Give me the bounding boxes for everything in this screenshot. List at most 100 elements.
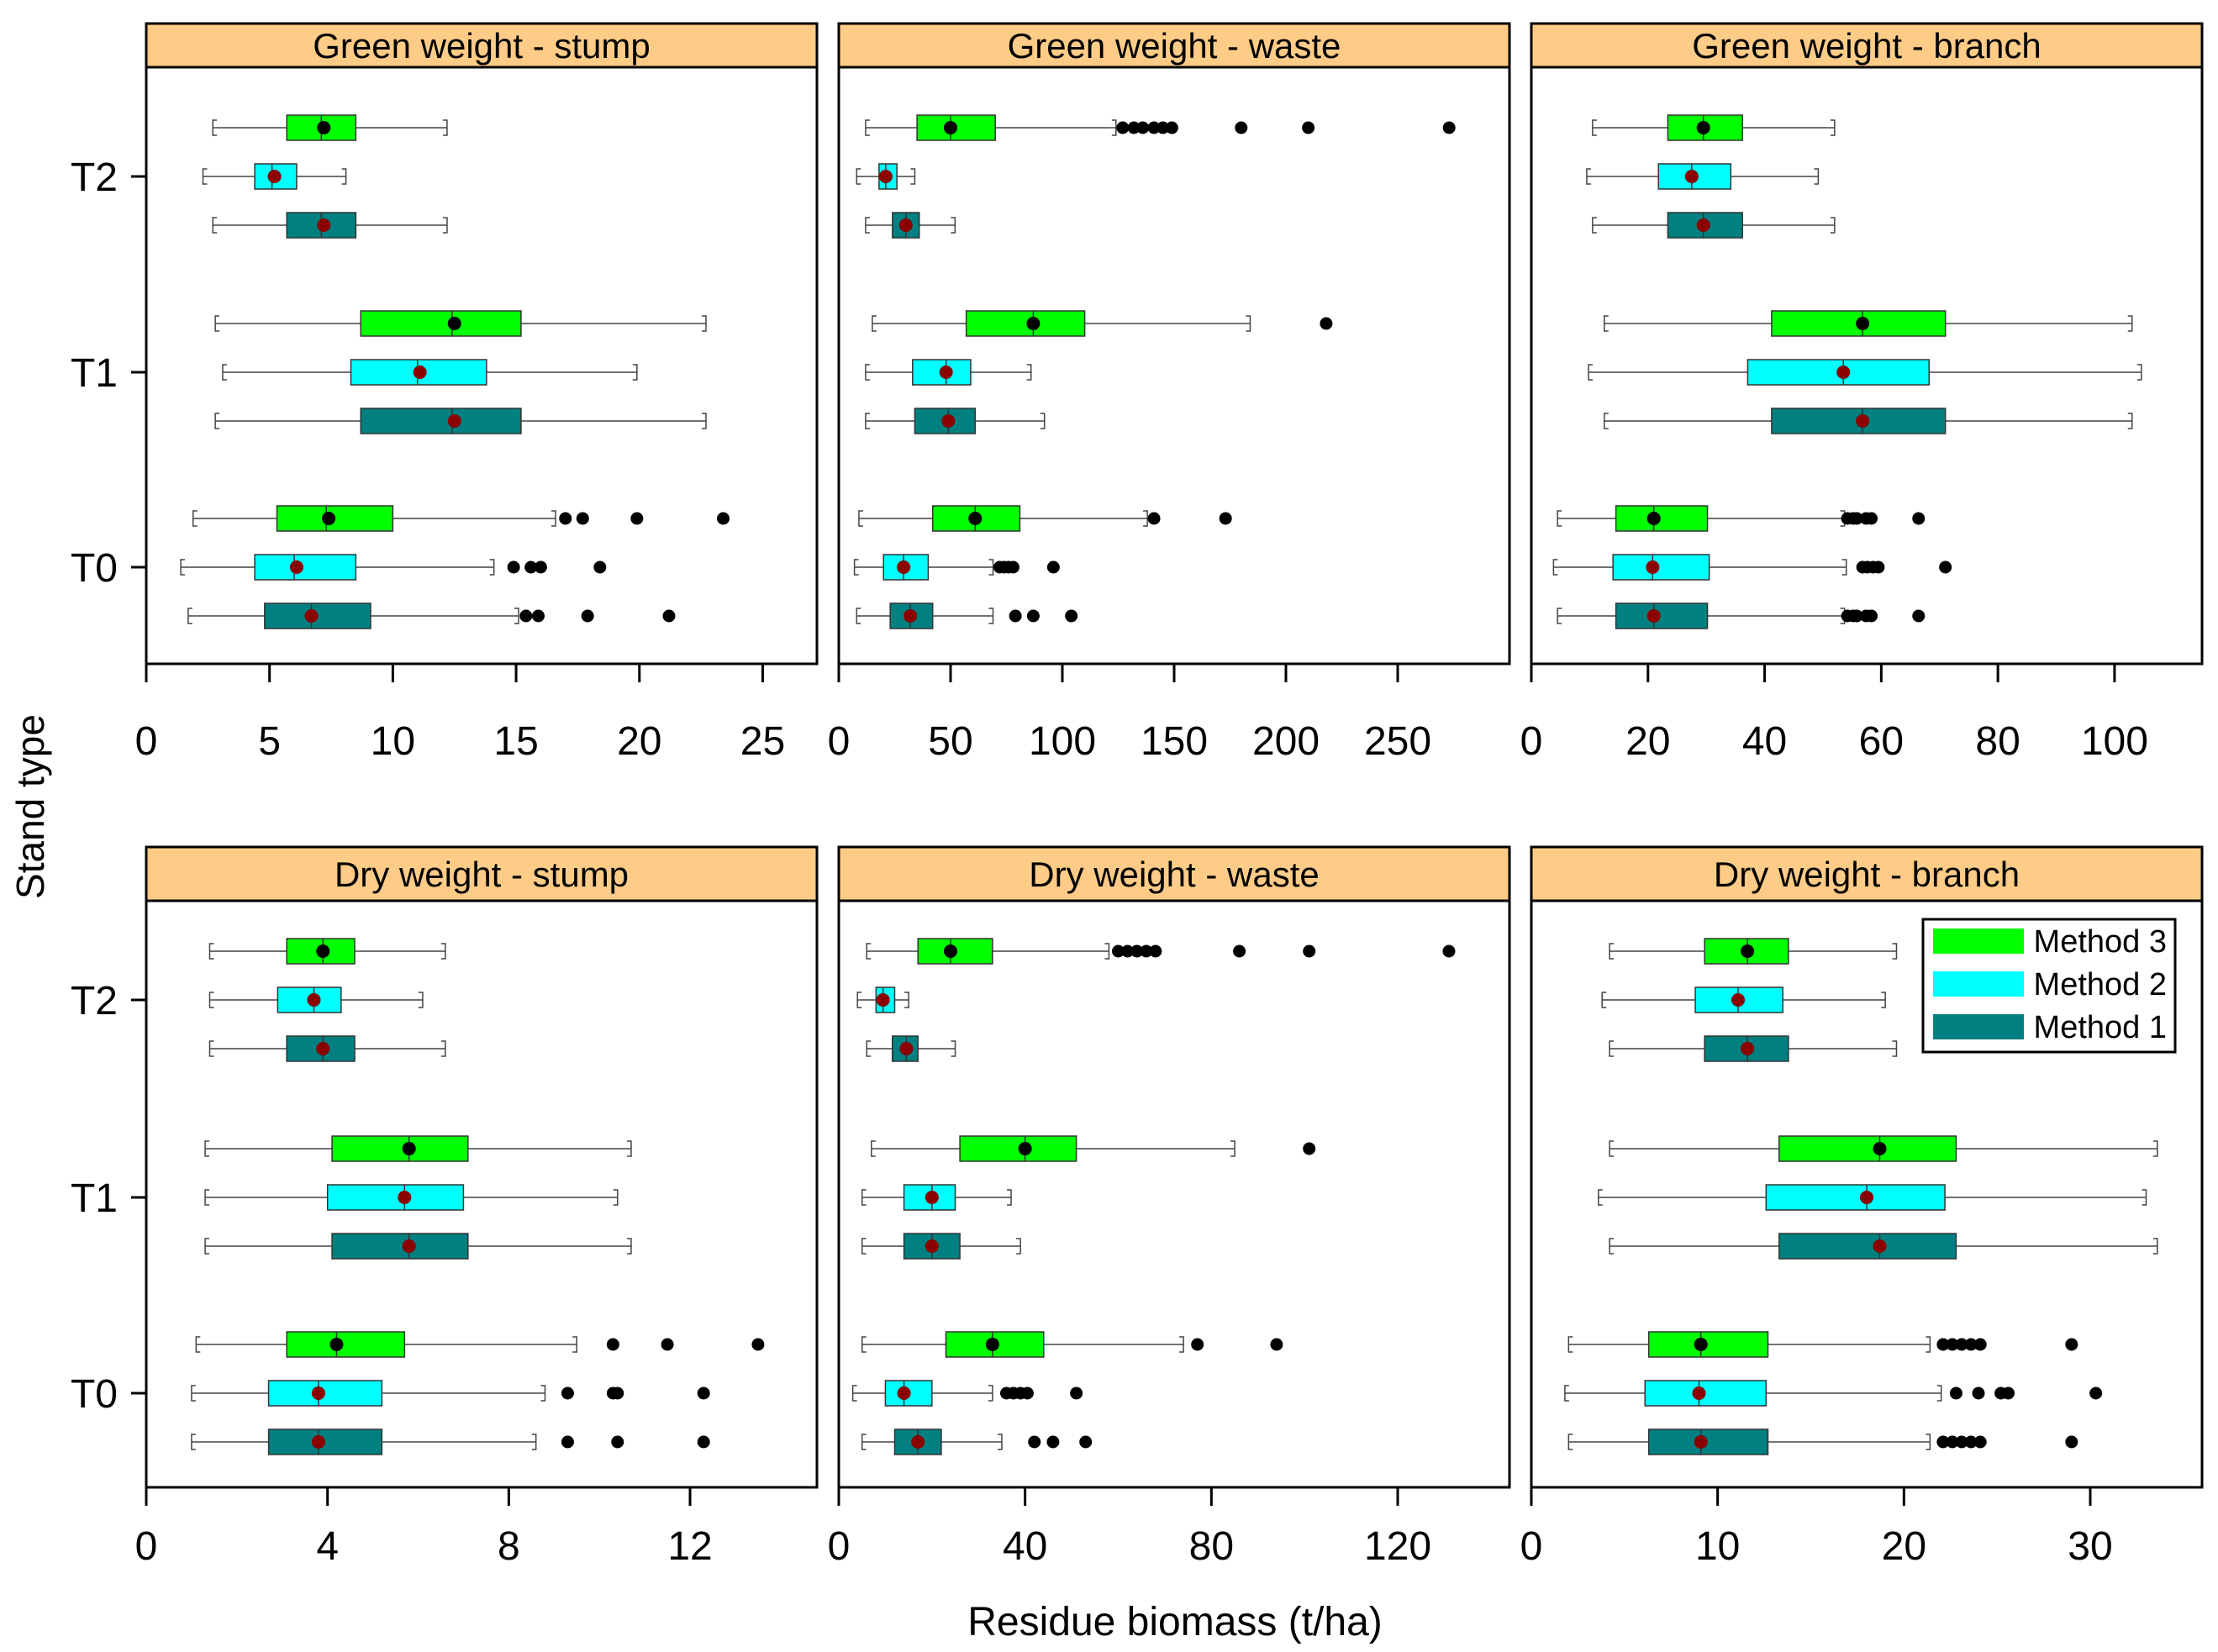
mean-dot [1692,1386,1706,1400]
x-tick-label: 15 [493,719,538,764]
whisker-cap [904,992,909,1008]
box-method-2-t2 [208,986,424,1013]
box-method-2-t2 [856,163,916,190]
whisker-cap [1609,1140,1615,1157]
box-method-2-t0 [851,1380,1083,1407]
outlier-point [1140,944,1153,958]
whisker-cap [988,559,994,576]
whisker-cap [626,1140,632,1157]
mean-dot [1694,1338,1708,1351]
outlier-point [1130,944,1144,958]
outlier-point [1955,1338,1968,1351]
iqr-box [1647,1428,1769,1455]
outlier-point [1020,1386,1034,1400]
whisker-cap [1603,413,1609,429]
mean-dot [1856,414,1870,428]
whisker-cap [872,315,877,332]
mean-dot [968,512,983,525]
box-method-3-t2 [865,114,1456,141]
outlier-point [1320,317,1333,330]
mean-dot [402,1142,416,1155]
box-method-2-t0 [191,1380,710,1407]
outlier-point [1026,609,1040,623]
whisker-cap [1111,119,1117,136]
x-tick-label: 40 [1742,719,1787,764]
mean-dot [944,121,957,134]
whisker-cap [187,608,192,624]
box-method-1-t1 [214,408,707,434]
x-tick-label: 80 [1975,719,2020,764]
box-method-2-t0 [1564,1380,2103,1407]
whisker-cap [865,364,870,381]
panel-dry-weight-waste: Dry weight - waste 0 40 80 120 [828,845,1511,1569]
box-method-1-t0 [861,1428,1093,1455]
mean-dot [1731,993,1746,1007]
outlier-point [1964,1338,1978,1351]
whisker-cap [1552,559,1558,576]
box-method-1-t2 [865,212,956,239]
x-tick-label: 0 [135,1524,158,1569]
box-method-3-t1 [204,1135,632,1162]
whisker-cap [442,217,448,234]
box-method-1-t1 [861,1233,1021,1260]
iqr-box [1615,602,1709,629]
outlier-point [2065,1338,2078,1351]
whisker-cap [951,1040,956,1057]
x-tick-label: 20 [1882,1524,1926,1569]
x-tick-label: 120 [1364,1524,1431,1569]
mean-dot [1646,609,1661,623]
iqr-box [360,310,522,337]
outlier-point [1149,944,1162,958]
outlier-point [1865,512,1878,525]
whisker-cap [1026,364,1032,381]
box-method-3-t1 [871,1135,1316,1162]
mean-dot [311,1435,325,1449]
whisker-cap [1881,992,1886,1008]
whisker-cap [1007,1189,1012,1206]
whisker-cap [856,168,861,185]
mean-dot [413,366,427,379]
panel-strip [837,845,1511,902]
whisker-cap [851,1385,857,1402]
x-tick-label: 40 [1003,1524,1047,1569]
whisker-cap [861,1336,867,1353]
outlier-point [1136,121,1150,134]
panel-strip [145,845,819,902]
outlier-point [1065,609,1078,623]
whisker-cap [208,992,214,1008]
whisker-cap [195,1336,201,1353]
outlier-point [611,1435,624,1449]
whisker-cap [572,1336,577,1353]
mean-dot [316,1042,330,1055]
mean-dot [939,366,953,379]
outlier-point [1147,512,1161,525]
whisker-cap [514,608,519,624]
x-tick-label: 100 [2081,719,2148,764]
y-tick-label-t1: T1 [71,1176,118,1221]
mean-dot [897,1386,911,1400]
whisker-cap [861,1238,867,1255]
box-method-2-t0 [1552,554,1952,581]
whisker-cap [208,1040,214,1057]
whisker-cap [1016,1238,1021,1255]
whisker-cap [1609,943,1615,960]
x-tick-label: 12 [667,1524,712,1569]
mean-dot [925,1239,939,1253]
whisker-cap [988,1385,993,1402]
mean-dot [897,560,911,574]
box-method-3-t0 [192,505,730,532]
mean-dot [311,1386,325,1400]
panel-frame [145,899,819,1489]
whisker-cap [858,510,863,527]
outlier-point [1442,121,1456,134]
x-tick-label: 4 [316,1524,339,1569]
whisker-cap [212,217,218,234]
mean-dot [1018,1142,1032,1155]
outlier-point [661,1338,674,1351]
mean-dot [1684,170,1699,183]
mean-dot [904,609,918,623]
whisker-cap [1588,364,1593,381]
outlier-point [751,1338,765,1351]
outlier-point [606,1338,619,1351]
